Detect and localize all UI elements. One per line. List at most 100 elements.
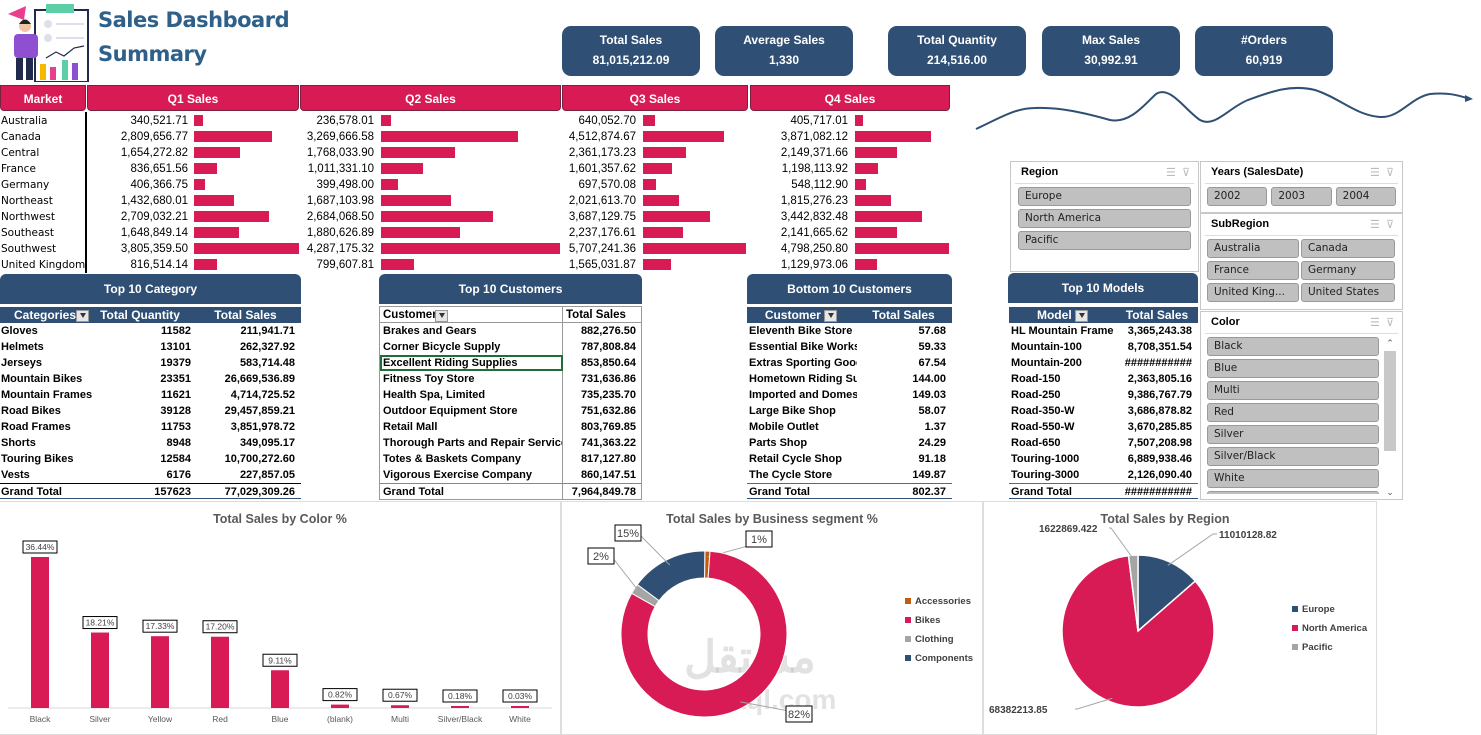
table-row[interactable]: The Cycle Store 149.87	[747, 467, 952, 483]
table-cell: Grand Total	[749, 486, 810, 498]
slicer-item-button[interactable]: United King...	[1207, 283, 1299, 302]
table-row[interactable]: Road-250 9,386,767.79	[1009, 387, 1198, 403]
slicer-item-button[interactable]: Blue	[1207, 359, 1379, 378]
table-row[interactable]: HL Mountain Frame 3,365,243.38	[1009, 323, 1198, 339]
table-row[interactable]: Imported and Domes 149.03	[747, 387, 952, 403]
x-tick-label: Red	[212, 714, 228, 724]
scroll-up-icon[interactable]: ⌃	[1386, 338, 1394, 348]
x-tick-label: White	[509, 714, 531, 724]
table-row[interactable]: Mountain-200 ###########	[1009, 355, 1198, 371]
slicer-item-button[interactable]: Germany	[1301, 261, 1395, 280]
slicer-item-button[interactable]: Black	[1207, 337, 1379, 356]
table-row[interactable]: Excellent Riding Supplies 853,850.64	[380, 355, 641, 371]
filter-dropdown-icon[interactable]	[76, 309, 90, 322]
table-cell: 262,327.92	[239, 341, 295, 353]
table-row[interactable]: Road Frames 11753 3,851,978.72	[0, 419, 301, 435]
table-row[interactable]: Fitness Toy Store 731,636.86	[380, 371, 641, 387]
data-label-box	[502, 689, 538, 703]
slicer-item-button[interactable]: Red	[1207, 403, 1379, 422]
table-row[interactable]: Extras Sporting Good 67.54	[747, 355, 952, 371]
table-row[interactable]: Helmets 13101 262,327.92	[0, 339, 301, 355]
table-row[interactable]: Road-350-W 3,686,878.82	[1009, 403, 1198, 419]
quarter-sales-value: 399,498.00	[316, 179, 374, 191]
clear-filter-icon[interactable]: ⊽	[1385, 219, 1394, 231]
table-row[interactable]: Parts Shop 24.29	[747, 435, 952, 451]
table-row[interactable]: Brakes and Gears 882,276.50	[380, 323, 641, 339]
clear-filter-icon[interactable]: ⊽	[1385, 167, 1394, 179]
table-row[interactable]: Jerseys 19379 583,714.48	[0, 355, 301, 371]
slicer-item-button[interactable]	[1207, 491, 1379, 494]
slicer-item-button[interactable]: Europe	[1018, 187, 1191, 206]
slicer-item-button[interactable]: Canada	[1301, 239, 1395, 258]
slicer-item-button[interactable]: White	[1207, 469, 1379, 488]
clear-filter-icon[interactable]: ⊽	[1385, 317, 1394, 329]
table-row[interactable]: Touring Bikes 12584 10,700,272.60	[0, 451, 301, 467]
table-row[interactable]: Road-650 7,507,208.98	[1009, 435, 1198, 451]
slicer-item-button[interactable]: 2004	[1335, 187, 1396, 206]
slicer-item-button[interactable]: Silver	[1207, 425, 1379, 444]
slicer-item-button[interactable]: North America	[1018, 209, 1191, 228]
quarter-sales-databar	[381, 163, 424, 174]
table-row[interactable]: Road Bikes 39128 29,457,859.21	[0, 403, 301, 419]
multi-select-icon[interactable]: ☰	[1369, 317, 1380, 329]
table-row[interactable]: Mountain Bikes 23351 26,669,536.89	[0, 371, 301, 387]
filter-dropdown-icon[interactable]	[1075, 309, 1088, 322]
table-row[interactable]: Eleventh Bike Store 57.68	[747, 323, 952, 339]
slicer-scrollbar[interactable]: ⌃ ⌄	[1384, 338, 1396, 498]
donut-slice	[620, 550, 788, 718]
table-row[interactable]: Essential Bike Works 59.33	[747, 339, 952, 355]
multi-select-icon[interactable]: ☰	[1369, 167, 1380, 179]
table-row[interactable]: Mountain-100 8,708,351.54	[1009, 339, 1198, 355]
slicer-item-button[interactable]: 2003	[1271, 187, 1332, 206]
scrollbar-thumb[interactable]	[1384, 351, 1396, 451]
table-row[interactable]: Health Spa, Limited 735,235.70	[380, 387, 641, 403]
slicer-item-button[interactable]: 2002	[1207, 187, 1268, 206]
slicer-item-button[interactable]: Silver/Black	[1207, 447, 1379, 466]
table-row[interactable]: Touring-3000 2,126,090.40	[1009, 467, 1198, 483]
table-row[interactable]: Shorts 8948 349,095.17	[0, 435, 301, 451]
table-row[interactable]: Totes & Baskets Company 817,127.80	[380, 451, 641, 467]
legend-item: Europe	[1292, 604, 1367, 623]
quarter-sales-databar	[855, 211, 923, 222]
table-row[interactable]: Road-150 2,363,805.16	[1009, 371, 1198, 387]
quarter-sales-databar	[194, 259, 217, 270]
scroll-down-icon[interactable]: ⌄	[1386, 487, 1394, 497]
table-cell: Mountain Frames	[1, 389, 93, 401]
table-cell: Gloves	[1, 325, 38, 337]
legend-item: Components	[905, 653, 973, 672]
column-header: Total Quantity	[100, 308, 180, 322]
table-header-row: Customer Total Sales	[747, 307, 952, 323]
table-row[interactable]: Gloves 11582 211,941.71	[0, 323, 301, 339]
data-label: 1622869.422	[1039, 524, 1098, 535]
filter-dropdown-icon[interactable]	[824, 309, 838, 322]
filter-dropdown-icon[interactable]	[434, 309, 448, 322]
table-row[interactable]: Hometown Riding Su 144.00	[747, 371, 952, 387]
chart-title: Total Sales by Color %	[213, 512, 347, 526]
slicer-item-button[interactable]: Multi	[1207, 381, 1379, 400]
table-row[interactable]: Mobile Outlet 1.37	[747, 419, 952, 435]
clear-filter-icon[interactable]: ⊽	[1181, 167, 1190, 179]
multi-select-icon[interactable]: ☰	[1369, 219, 1380, 231]
table-row[interactable]: Retail Mall 803,769.85	[380, 419, 641, 435]
slicer-item-button[interactable]: Australia	[1207, 239, 1299, 258]
table-row[interactable]: Road-550-W 3,670,285.85	[1009, 419, 1198, 435]
top-category-title: Top 10 Category	[0, 274, 301, 304]
table-row[interactable]: Mountain Frames 11621 4,714,725.52	[0, 387, 301, 403]
table-row[interactable]: Outdoor Equipment Store 751,632.86	[380, 403, 641, 419]
table-row[interactable]: Vests 6176 227,857.05	[0, 467, 301, 483]
slicer-item-button[interactable]: United States	[1301, 283, 1395, 302]
table-row[interactable]: Vigorous Exercise Company 860,147.51	[380, 467, 641, 483]
multi-select-icon[interactable]: ☰	[1165, 167, 1176, 179]
quarter-sales-value: 236,578.01	[316, 115, 374, 127]
slicer-item-button[interactable]: France	[1207, 261, 1299, 280]
table-row[interactable]: Corner Bicycle Supply 787,808.84	[380, 339, 641, 355]
quarter-sales-value: 836,651.56	[130, 163, 188, 175]
quarter-sales-databar	[855, 243, 949, 254]
table-row[interactable]: Large Bike Shop 58.07	[747, 403, 952, 419]
slicer-item-button[interactable]: Pacific	[1018, 231, 1191, 250]
table-cell: Large Bike Shop	[749, 405, 836, 417]
table-row[interactable]: Touring-1000 6,889,938.46	[1009, 451, 1198, 467]
table-row[interactable]: Thorough Parts and Repair Services 741,36…	[380, 435, 641, 451]
table-row[interactable]: Retail Cycle Shop 91.18	[747, 451, 952, 467]
table-cell: 149.87	[912, 469, 946, 481]
